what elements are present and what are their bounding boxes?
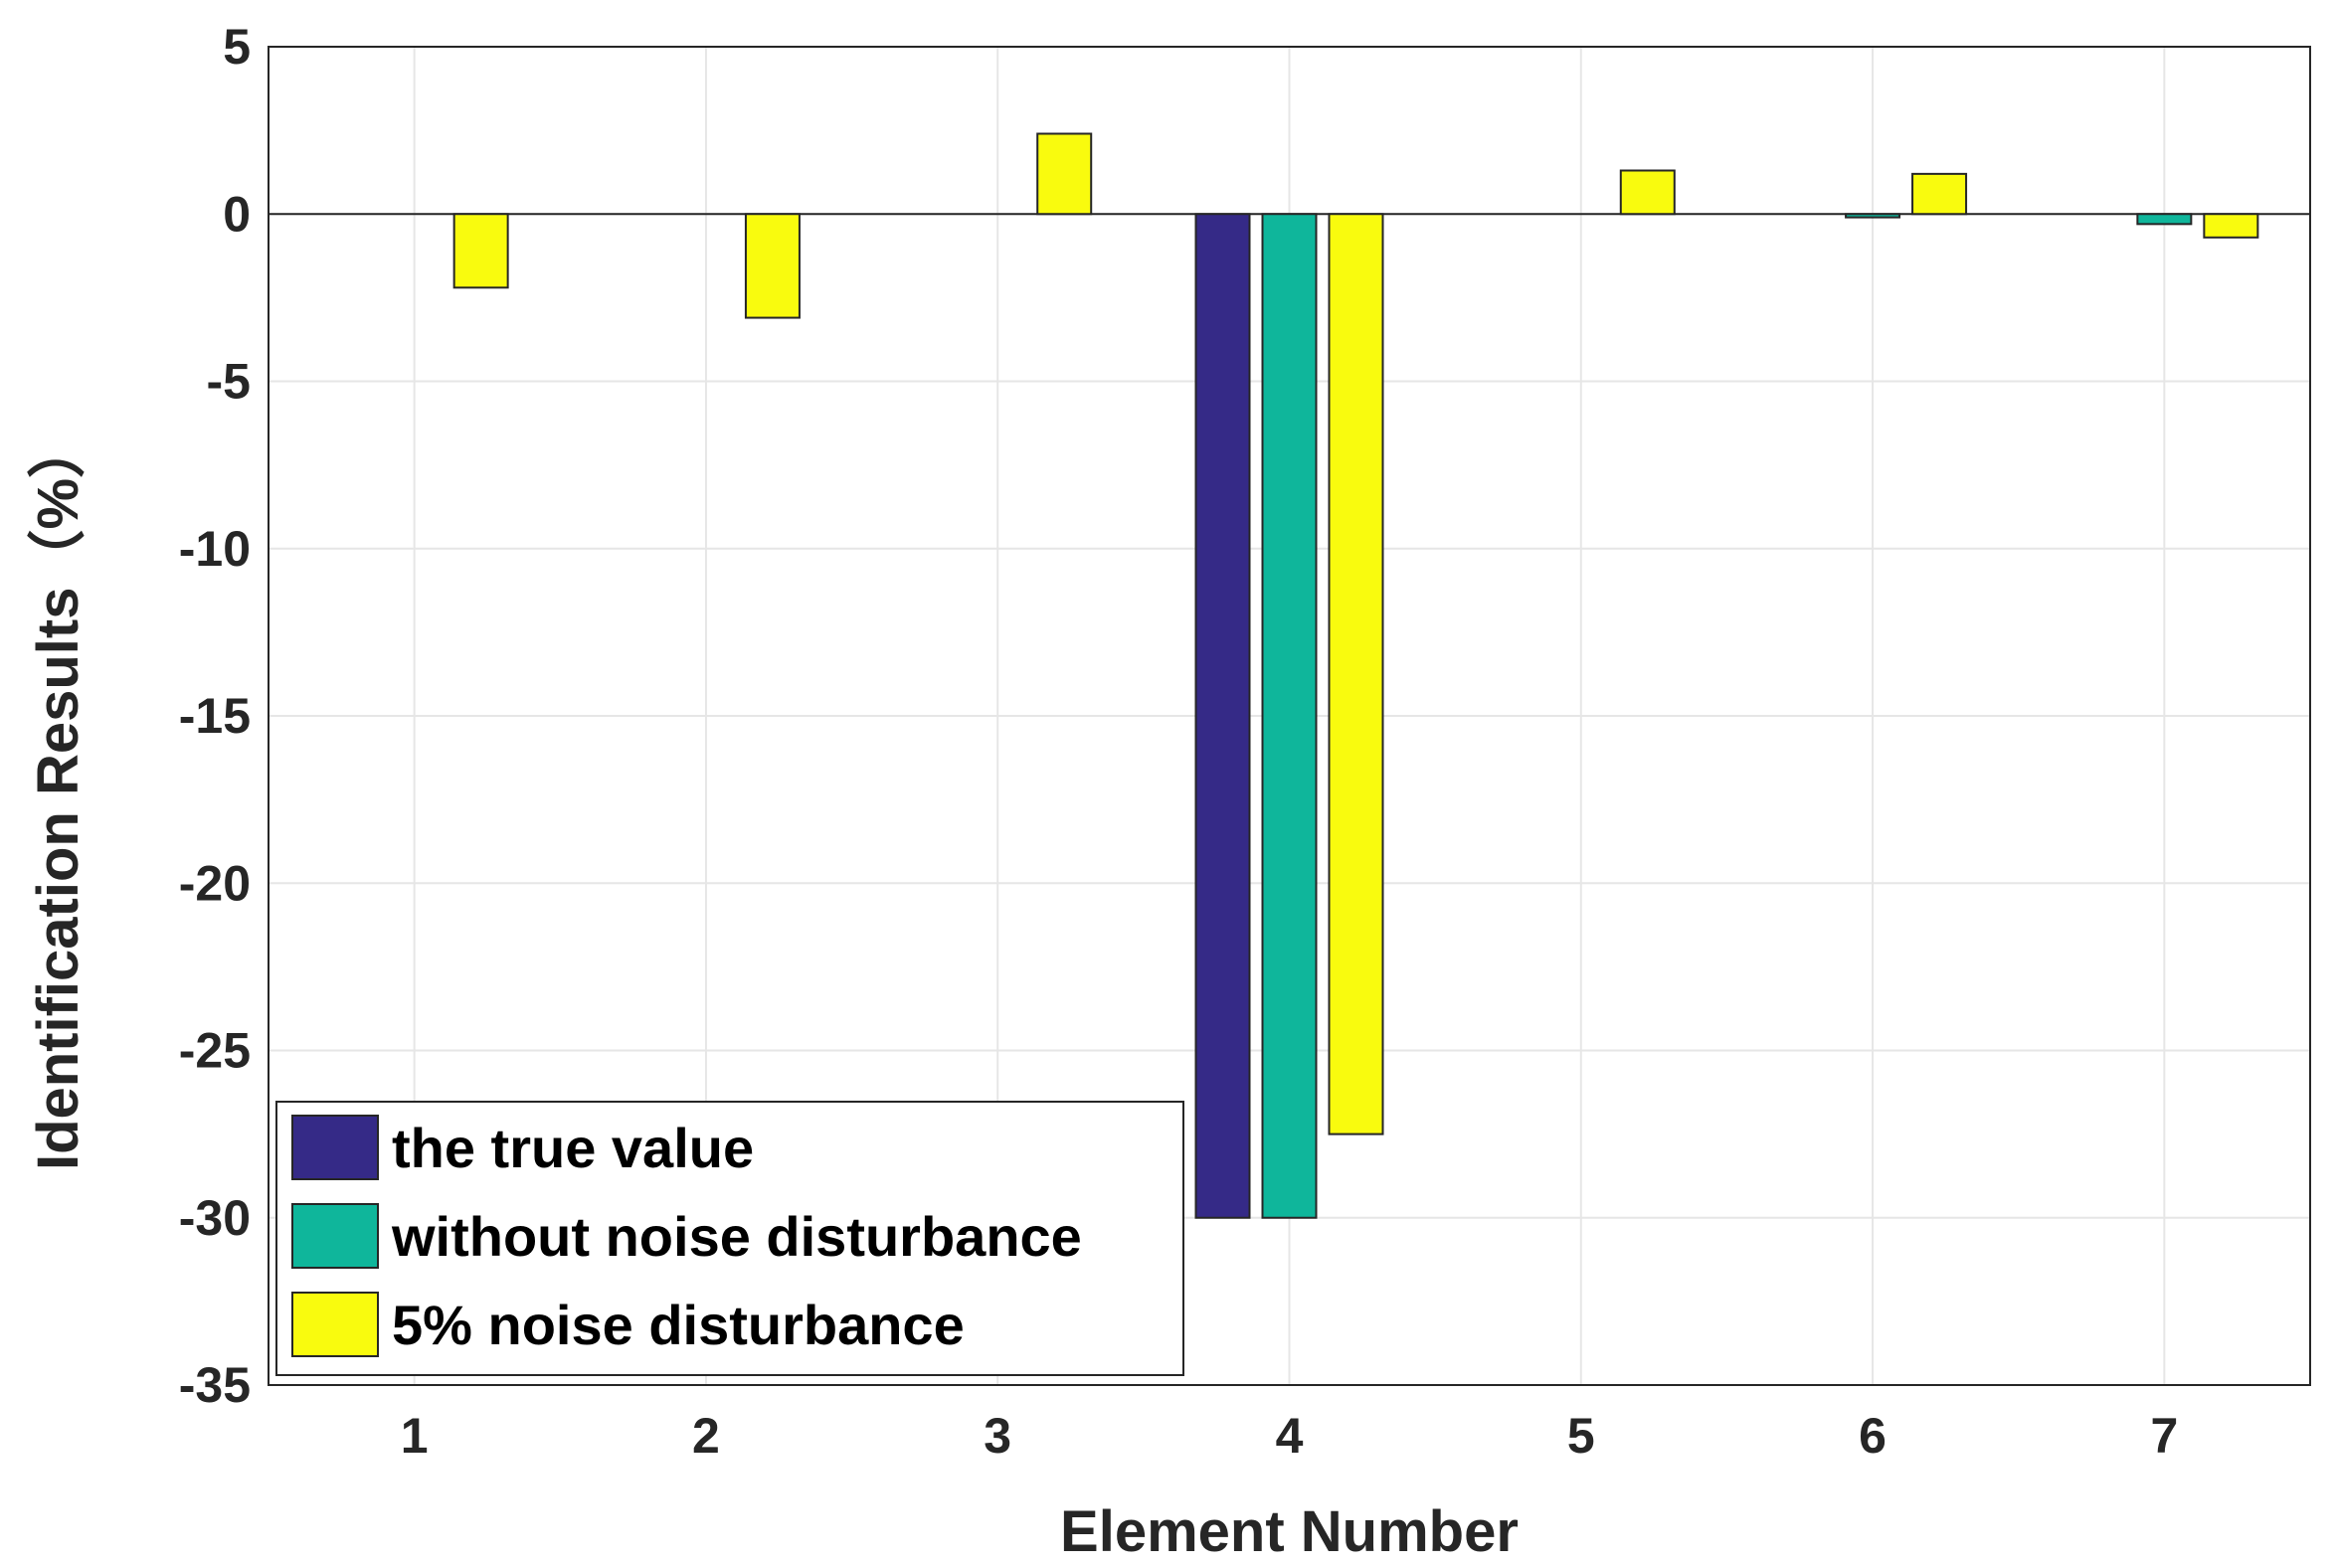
- y-tick-label: -5: [207, 354, 251, 410]
- legend-swatch: [291, 1203, 379, 1269]
- x-tick-label: 5: [1567, 1408, 1595, 1464]
- x-axis-label: Element Number: [1060, 1499, 1519, 1564]
- legend-swatch: [291, 1115, 379, 1180]
- legend-label: without noise disturbance: [391, 1205, 1082, 1268]
- x-tick-label: 4: [1276, 1408, 1304, 1464]
- legend-label: 5% noise disturbance: [392, 1294, 965, 1356]
- bar-3-2: [744, 213, 801, 319]
- y-axis-label: Identification Results（%）: [26, 421, 90, 1170]
- y-tick-labels: 5 0 -5 -10 -15 -20 -25 -30 -35: [179, 19, 251, 1413]
- bar-3-7: [2203, 213, 2259, 239]
- x-tick-labels: 1 2 3 4 5 6 7: [401, 1408, 2179, 1464]
- x-tick-label: 7: [2150, 1408, 2178, 1464]
- plot-frame: [268, 46, 2311, 1386]
- legend-label: the true value: [392, 1117, 754, 1179]
- bar-2-7: [2136, 213, 2193, 226]
- bar-3-5: [1619, 169, 1676, 216]
- legend-items: the true value without noise disturbance 5…: [291, 1115, 1082, 1357]
- y-tick-label: -20: [179, 855, 251, 911]
- x-tick-label: 2: [692, 1408, 720, 1464]
- bar-3-6: [1911, 172, 1968, 216]
- bar-2-4: [1261, 213, 1318, 1219]
- x-tick-label: 6: [1859, 1408, 1887, 1464]
- legend-swatch: [291, 1292, 379, 1357]
- y-tick-label: -25: [179, 1023, 251, 1079]
- y-tick-label: 0: [223, 186, 251, 242]
- bar-3-1: [452, 213, 509, 289]
- bar-1-4: [1194, 213, 1251, 1219]
- bar-3-3: [1036, 132, 1093, 216]
- y-tick-label: -35: [179, 1357, 251, 1413]
- bars: [452, 132, 2259, 1219]
- legend-box: [275, 1101, 1184, 1376]
- x-tick-label: 1: [401, 1408, 429, 1464]
- legend: the true value without noise disturbance 5…: [275, 1101, 1184, 1376]
- y-tick-label: -10: [179, 521, 251, 577]
- bar-3-4: [1328, 213, 1384, 1135]
- y-tick-label: 5: [223, 19, 251, 75]
- y-tick-label: -15: [179, 688, 251, 744]
- y-tick-label: -30: [179, 1190, 251, 1246]
- x-tick-label: 3: [984, 1408, 1011, 1464]
- bar-2-6: [1845, 213, 1901, 219]
